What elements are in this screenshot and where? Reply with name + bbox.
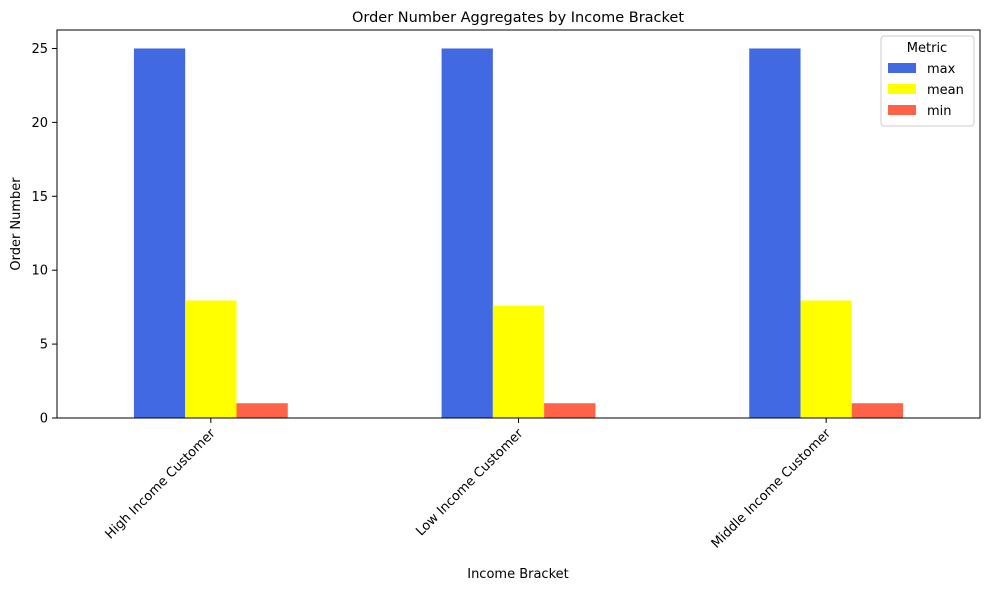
- x-axis: High Income Customer Low Income Customer M…: [103, 418, 835, 552]
- legend-frame: [880, 35, 975, 127]
- x-axis-label: Income Bracket: [467, 567, 569, 582]
- bar-min-1: [544, 403, 596, 418]
- legend-swatch-min: [888, 105, 916, 115]
- y-tick-label: 5: [40, 338, 48, 353]
- legend: Metric max mean min: [880, 35, 975, 127]
- bars-group: [133, 48, 904, 418]
- y-tick-label: 20: [31, 116, 48, 131]
- bar-max-1: [441, 48, 493, 418]
- chart-title: Order Number Aggregates by Income Bracke…: [352, 10, 684, 26]
- legend-label-mean: mean: [927, 83, 964, 98]
- bar-mean-0: [185, 300, 237, 418]
- bar-min-2: [851, 403, 904, 418]
- y-axis-label: Order Number: [9, 177, 24, 271]
- legend-title: Metric: [907, 41, 947, 56]
- y-tick-label: 15: [31, 190, 48, 205]
- legend-label-max: max: [927, 62, 956, 77]
- x-tick-label: Middle Income Customer: [709, 426, 835, 552]
- y-tick-label: 0: [40, 412, 48, 427]
- bar-max-0: [133, 48, 186, 418]
- bar-max-2: [749, 48, 801, 418]
- legend-swatch-max: [888, 63, 916, 73]
- plot-frame: [56, 29, 981, 419]
- x-tick-label: Low Income Customer: [413, 426, 526, 539]
- legend-label-min: min: [927, 104, 952, 119]
- x-tick-label: High Income Customer: [103, 426, 220, 543]
- bar-mean-2: [800, 300, 852, 418]
- bar-mean-1: [492, 305, 545, 418]
- bar-min-0: [236, 403, 288, 418]
- legend-items: max mean min: [888, 62, 964, 119]
- legend-swatch-mean: [888, 84, 916, 94]
- y-tick-label: 10: [31, 264, 48, 279]
- y-tick-label: 25: [31, 42, 48, 57]
- y-axis: 0 5 10 15 20 25: [31, 42, 57, 427]
